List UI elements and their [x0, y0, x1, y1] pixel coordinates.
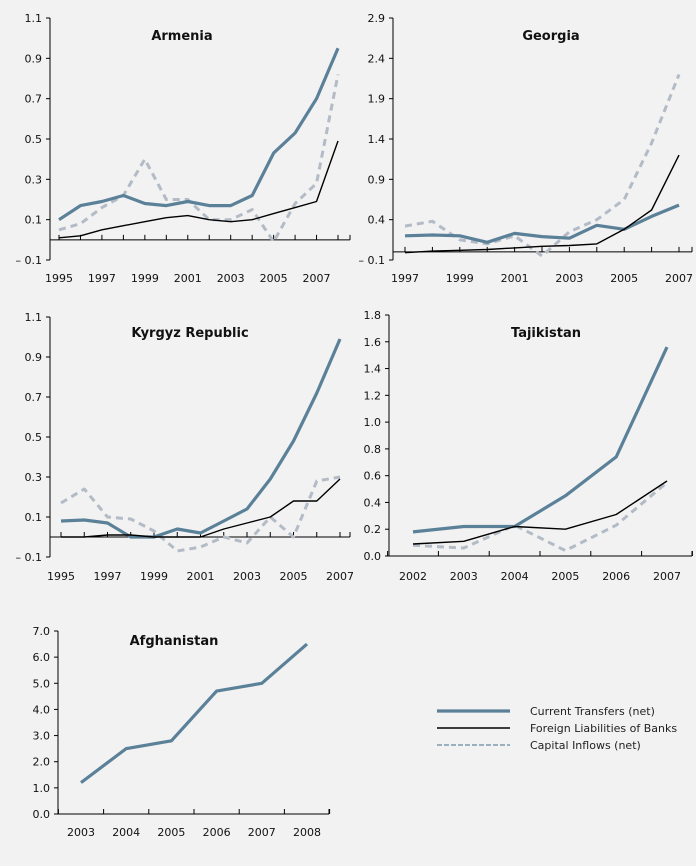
x-tick-label: 2003	[217, 272, 245, 285]
x-tick-label: 1997	[391, 272, 419, 285]
y-tick-label: 1.0	[364, 416, 382, 429]
y-tick-label: 6.0	[33, 651, 51, 664]
x-tick-label: 2007	[248, 826, 276, 839]
series-line-current	[404, 203, 680, 244]
x-tick-label: 2004	[112, 826, 140, 839]
panel-georgia: – 0.1 0.4 0.9 1.4 1.9 2.4 2.9 1997 1999 2001 2003 2…	[359, 12, 694, 285]
series-line-current	[80, 642, 309, 784]
panel-title: Armenia	[151, 29, 212, 44]
y-tick-label: 0.0	[364, 550, 382, 563]
series-line-capital	[404, 73, 681, 258]
panel-title: Georgia	[522, 29, 579, 44]
y-tick-label: 0.6	[364, 470, 382, 483]
x-tick-label: 2007	[653, 570, 681, 583]
y-tick-label: 0.8	[364, 443, 382, 456]
y-tick-label: – 0.1	[359, 254, 386, 267]
y-tick-label: 7.0	[33, 625, 51, 638]
x-tick-label: 2006	[602, 570, 630, 583]
y-tick-label: – 0.1	[16, 254, 43, 267]
panel-title: Afghanistan	[130, 634, 219, 649]
x-tick-label: 1999	[131, 272, 159, 285]
legend-label-current: Current Transfers (net)	[530, 705, 655, 718]
x-tick-label: 2007	[665, 272, 693, 285]
y-tick-label: 1.4	[368, 133, 386, 146]
y-tick-label: 1.8	[364, 309, 382, 322]
y-tick-label: 1.0	[33, 782, 51, 795]
legend-label-banks: Foreign Liabilities of Banks	[530, 722, 677, 735]
series-line-banks	[58, 140, 339, 239]
x-tick-label: 2003	[450, 570, 478, 583]
x-tick-label: 2002	[399, 570, 427, 583]
x-tick-label: 1997	[94, 570, 122, 583]
x-tick-label: 2005	[551, 570, 579, 583]
y-tick-label: 0.4	[364, 496, 382, 509]
y-tick-label: 0.3	[25, 173, 43, 186]
y-tick-label: 0.7	[25, 93, 43, 106]
x-tick-label: 2005	[157, 826, 185, 839]
x-tick-label: 2005	[610, 272, 638, 285]
y-tick-label: 0.1	[25, 511, 43, 524]
x-tick-label: 1999	[446, 272, 474, 285]
y-tick-label: 0.3	[25, 471, 43, 484]
x-tick-label: 1999	[140, 570, 168, 583]
y-tick-label: 0.2	[364, 523, 382, 536]
panel-title: Kyrgyz Republic	[131, 326, 248, 341]
series-line-current	[60, 338, 342, 539]
panel-armenia: – 0.1 0.1 0.3 0.5 0.7 0.9 1.1 1995 1997 1999 2001 2…	[16, 12, 351, 285]
series-line-capital	[60, 475, 341, 553]
x-tick-label: 2007	[326, 570, 354, 583]
series-line-current	[412, 346, 669, 534]
legend: Current Transfers (net) Foreign Liabiliti…	[437, 705, 677, 752]
y-tick-label: – 0.1	[16, 551, 43, 564]
series-line-banks	[61, 478, 341, 538]
y-tick-label: 1.2	[364, 389, 382, 402]
y-tick-label: 1.1	[25, 12, 43, 25]
x-tick-label: 2003	[233, 570, 261, 583]
series-line-current	[58, 47, 340, 222]
y-tick-label: 2.0	[33, 756, 51, 769]
y-tick-label: 4.0	[33, 703, 51, 716]
y-tick-label: 0.9	[25, 52, 43, 65]
y-tick-label: 0.0	[33, 808, 51, 821]
y-tick-label: 1.9	[368, 93, 386, 106]
y-tick-label: 1.6	[364, 336, 382, 349]
x-tick-label: 2001	[501, 272, 529, 285]
y-tick-label: 0.7	[25, 391, 43, 404]
y-tick-label: 2.4	[368, 52, 386, 65]
y-tick-label: 0.5	[25, 431, 43, 444]
y-tick-label: 1.4	[364, 363, 382, 376]
x-tick-label: 2006	[203, 826, 231, 839]
x-tick-label: 2005	[280, 570, 308, 583]
x-tick-label: 2003	[555, 272, 583, 285]
x-tick-label: 1995	[47, 570, 75, 583]
y-tick-label: 0.5	[25, 133, 43, 146]
y-tick-label: 2.9	[368, 12, 386, 25]
series-line-capital	[412, 481, 668, 553]
series-line-banks	[412, 480, 668, 545]
x-tick-label: 2001	[174, 272, 202, 285]
y-tick-label: 5.0	[33, 677, 51, 690]
x-tick-label: 2001	[187, 570, 215, 583]
x-tick-label: 2004	[501, 570, 529, 583]
y-tick-label: 1.1	[25, 311, 43, 324]
x-tick-label: 2003	[67, 826, 95, 839]
legend-label-capital: Capital Inflows (net)	[530, 739, 641, 752]
x-tick-label: 2008	[293, 826, 321, 839]
y-tick-label: 0.1	[25, 214, 43, 227]
panel-kyrgyz-republic: – 0.1 0.1 0.3 0.5 0.7 0.9 1.1 1995 1997 1999 2001 2…	[16, 311, 355, 583]
y-tick-label: 0.9	[368, 173, 386, 186]
panel-afghanistan: 0.0 1.0 2.0 3.0 4.0 5.0 6.0 7.0 2003 2004 2005 2006…	[33, 625, 331, 839]
y-tick-label: 0.4	[368, 214, 386, 227]
series-line-capital	[58, 74, 340, 244]
x-tick-label: 2005	[260, 272, 288, 285]
x-tick-label: 1997	[88, 272, 116, 285]
y-tick-label: 0.9	[25, 351, 43, 364]
x-tick-label: 2007	[303, 272, 331, 285]
x-tick-label: 1995	[45, 272, 73, 285]
panel-title: Tajikistan	[511, 326, 581, 341]
panel-tajikistan: 0.0 0.2 0.4 0.6 0.8 1.0 1.2 1.4 1.6 1.8 2002 2003 20…	[364, 309, 693, 583]
series-line-banks	[404, 154, 680, 254]
y-tick-label: 3.0	[33, 730, 51, 743]
